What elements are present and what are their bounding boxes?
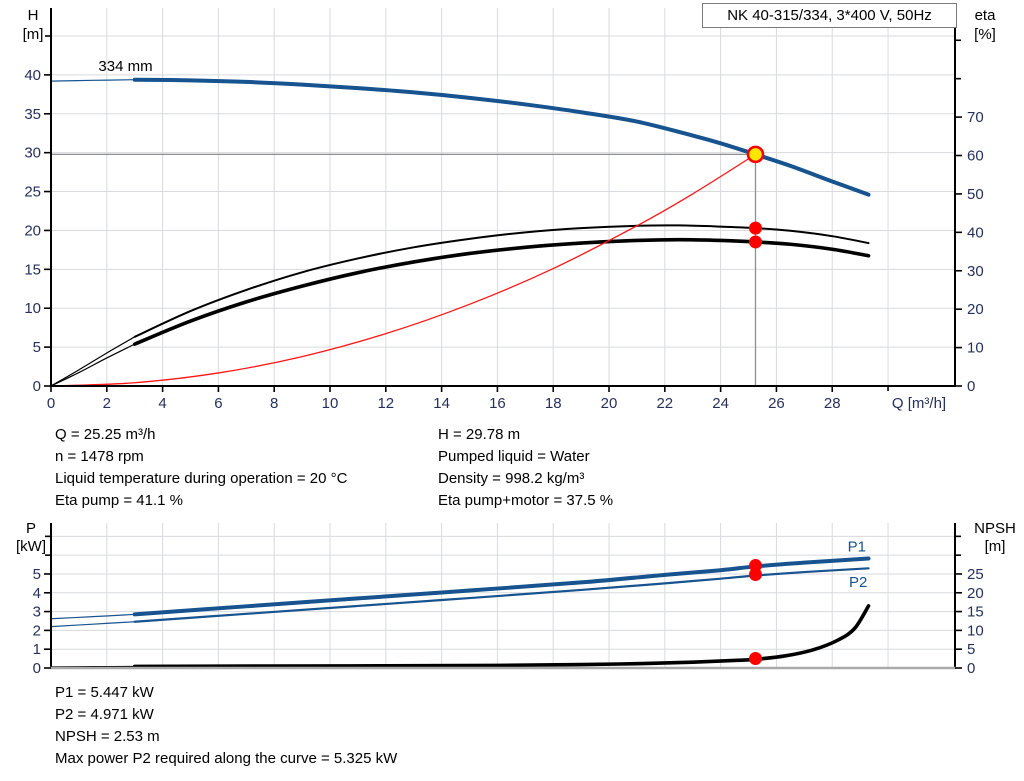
info-speed: n = 1478 rpm xyxy=(55,448,144,465)
y-left-axis-title: H xyxy=(28,7,39,24)
axis-text: 3 xyxy=(33,604,41,621)
eta-pump-dot[interactable] xyxy=(749,221,763,235)
p2-curve-label: P2 xyxy=(849,574,867,591)
axis-text: 40 xyxy=(24,67,41,84)
p1-operating-dot[interactable] xyxy=(749,559,763,573)
info-npsh: NPSH = 2.53 m xyxy=(55,728,160,745)
y-left-axis-title: P xyxy=(26,520,36,537)
axis-text: 15 xyxy=(967,604,984,621)
axis-text: 4 xyxy=(158,395,166,412)
p2-curve-lead xyxy=(50,621,135,628)
axis-text: 18 xyxy=(545,395,562,412)
axis-text: 16 xyxy=(489,395,506,412)
y-left-axis-unit: [kW] xyxy=(16,538,46,555)
axis-text: 25 xyxy=(967,566,984,583)
eta-pump-motor-curve[interactable] xyxy=(132,237,871,346)
axis-text: 1 xyxy=(33,641,41,658)
pump-title: NK 40-315/334, 3*400 V, 50Hz xyxy=(727,7,932,24)
power-data: P1 = 5.447 kW P2 = 4.971 kW NPSH = 2.53 … xyxy=(55,682,397,770)
y-right-axis-title: eta xyxy=(975,7,997,24)
axis-text: 6 xyxy=(214,395,222,412)
axis-text: 50 xyxy=(967,186,984,203)
p2-curve[interactable] xyxy=(133,567,870,623)
duty-point-marker[interactable] xyxy=(746,145,765,164)
info-pumped-liquid: Pumped liquid = Water xyxy=(438,448,590,465)
axis-text: 30 xyxy=(967,263,984,280)
axis-text: 12 xyxy=(377,395,394,412)
info-head: H = 29.78 m xyxy=(438,426,521,443)
axis-text: 10 xyxy=(322,395,339,412)
axis-text: 30 xyxy=(24,145,41,162)
y-left-axis-unit: [m] xyxy=(23,26,44,43)
axis-text: 14 xyxy=(433,395,450,412)
axis-text: 0 xyxy=(33,378,41,395)
npsh-curve[interactable] xyxy=(132,604,871,669)
info-p2: P2 = 4.971 kW xyxy=(55,706,154,723)
pump-title-box: NK 40-315/334, 3*400 V, 50Hz xyxy=(702,3,957,28)
axis-text: 2 xyxy=(33,622,41,639)
eta-pump-curve[interactable] xyxy=(133,224,870,338)
axis-text: 35 xyxy=(24,106,41,123)
axis-text: 20 xyxy=(967,301,984,318)
pump-curve-334mm[interactable] xyxy=(132,77,871,197)
axis-text: 24 xyxy=(712,395,729,412)
axis-text: 25 xyxy=(24,184,41,201)
operating-data-right: H = 29.78 m Pumped liquid = Water Densit… xyxy=(438,424,613,512)
info-liquid-temperature: Liquid temperature during operation = 20… xyxy=(55,470,348,487)
axis-text: 22 xyxy=(656,395,673,412)
y-right-axis-title: NPSH xyxy=(974,520,1016,537)
axis-text: 60 xyxy=(967,148,984,165)
eta-pump-motor-dot[interactable] xyxy=(749,235,763,249)
axis-text: 10 xyxy=(967,340,984,357)
axis-text: 4 xyxy=(33,585,41,602)
p1-curve[interactable] xyxy=(132,556,871,617)
eta-pump-motor-curve-lead xyxy=(50,343,135,387)
axis-text: 0 xyxy=(967,660,975,677)
axis-text: 5 xyxy=(33,339,41,356)
p2-operating-dot[interactable] xyxy=(749,568,763,582)
y-right-axis-unit: [%] xyxy=(974,26,996,43)
axis-text: 20 xyxy=(24,222,41,239)
axis-text: 26 xyxy=(768,395,785,412)
axis-text: 0 xyxy=(33,660,41,677)
axis-text: 2 xyxy=(103,395,111,412)
p1-curve-lead xyxy=(50,613,135,620)
eta-pump-curve-lead xyxy=(50,336,136,387)
operating-data-left: Q = 25.25 m³/h n = 1478 rpm Liquid tempe… xyxy=(55,424,347,512)
axis-text: 0 xyxy=(47,395,55,412)
axis-text: 20 xyxy=(967,585,984,602)
info-p1: P1 = 5.447 kW xyxy=(55,684,154,701)
info-eta-pump-motor: Eta pump+motor = 37.5 % xyxy=(438,492,614,509)
p1-curve-label: P1 xyxy=(848,538,866,555)
pump-curve-334mm-lead xyxy=(50,79,135,82)
system-curve[interactable] xyxy=(50,153,757,387)
info-eta-pump: Eta pump = 41.1 % xyxy=(55,492,183,509)
axis-text: 20 xyxy=(601,395,618,412)
axis-text: 15 xyxy=(24,261,41,278)
y-right-axis-unit: [m] xyxy=(985,538,1006,555)
axis-text: 10 xyxy=(967,622,984,639)
info-flow: Q = 25.25 m³/h xyxy=(55,426,156,443)
axis-text: 40 xyxy=(967,224,984,241)
axis-text: 0 xyxy=(967,378,975,395)
axis-text: 28 xyxy=(824,395,841,412)
axis-text: 8 xyxy=(270,395,278,412)
axis-text: 70 xyxy=(967,109,984,126)
info-density: Density = 998.2 kg/m³ xyxy=(438,470,585,487)
x-axis-title: Q [m³/h] xyxy=(892,395,946,412)
impeller-size-label: 334 mm xyxy=(98,58,152,75)
axis-text: 5 xyxy=(33,566,41,583)
axis-text: 10 xyxy=(24,300,41,317)
info-max-power: Max power P2 required along the curve = … xyxy=(55,750,398,767)
axis-text: 5 xyxy=(967,641,975,658)
npsh-operating-dot[interactable] xyxy=(749,651,763,665)
